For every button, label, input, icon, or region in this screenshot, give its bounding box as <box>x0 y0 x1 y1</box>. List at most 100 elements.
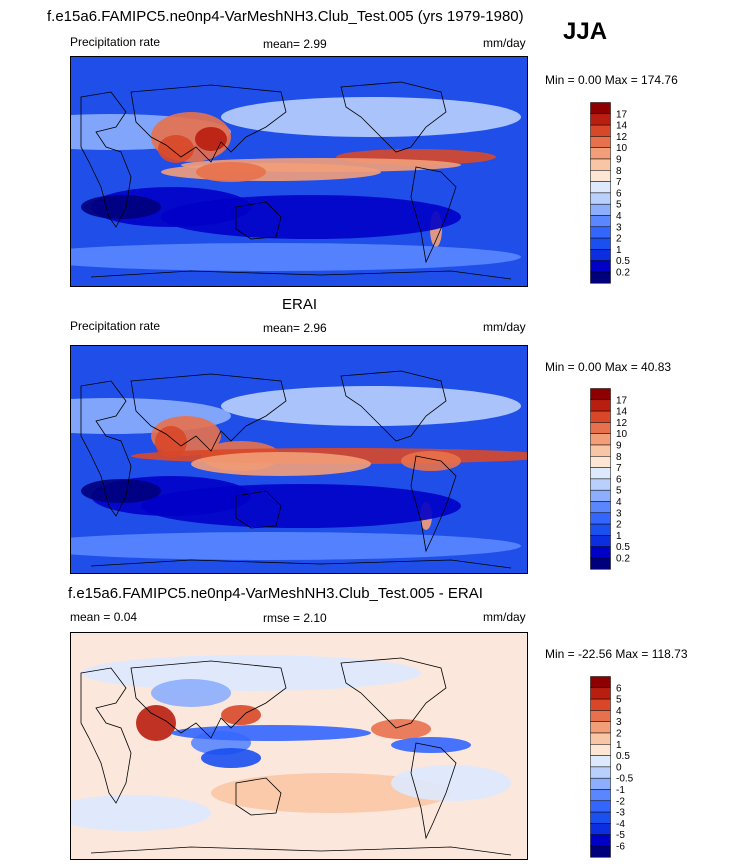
colorbar-box <box>590 410 611 423</box>
precip-region <box>71 532 521 560</box>
coastline <box>235 777 282 816</box>
colorbar-box <box>590 732 611 745</box>
colorbar-box <box>590 192 611 205</box>
colorbar-box <box>590 501 611 514</box>
precip-region <box>155 426 187 458</box>
colorbar-box <box>590 260 611 273</box>
precip-region <box>221 97 521 137</box>
colorbar-box <box>590 102 611 115</box>
colorbar-box <box>590 478 611 491</box>
precip-region <box>371 719 431 739</box>
coastline <box>130 84 287 163</box>
colorbar-tick-label: 17 <box>616 395 628 406</box>
colorbar-tick-label: 17 <box>616 109 628 120</box>
map-field-svg <box>71 57 527 286</box>
colorbar-tick-label: 8 <box>616 166 622 177</box>
colorbar-box <box>590 170 611 182</box>
panel-diff-units: mm/day <box>483 610 526 624</box>
colorbar-tick-label: -1 <box>616 785 625 796</box>
colorbar-box <box>590 823 611 835</box>
panel-model-colorbar: 17 14 12 10 9 8 7 6 5 4 3 2 1 0.5 0.2 <box>590 102 650 284</box>
colorbar-box <box>590 203 611 216</box>
colorbar-box <box>590 834 611 847</box>
colorbar-tick-label: -4 <box>616 819 625 830</box>
colorbar-box <box>590 777 611 790</box>
colorbar-tick-label: 0.5 <box>616 751 630 762</box>
coastline <box>90 846 512 856</box>
colorbar-tick-label: 0.5 <box>616 542 630 553</box>
colorbar-tick-label: 1 <box>616 531 622 542</box>
colorbar-tick-label: 9 <box>616 441 622 452</box>
panel-obs-mean: mean= 2.96 <box>263 321 327 335</box>
coastline <box>235 201 282 240</box>
colorbar-box <box>590 535 611 547</box>
coastline <box>340 370 447 442</box>
colorbar-box <box>590 399 611 412</box>
colorbar-tick-label: 6 <box>616 683 622 694</box>
panel-obs-variable: Precipitation rate <box>70 319 161 333</box>
colorbar-box <box>590 124 611 137</box>
precip-region <box>158 135 194 163</box>
panel-diff-map <box>70 632 528 860</box>
colorbar-box <box>590 766 611 779</box>
colorbar-tick-label: 6 <box>616 474 622 485</box>
colorbar-box <box>590 226 611 239</box>
colorbar-tick-label: 5 <box>616 486 622 497</box>
colorbar-box <box>590 422 611 434</box>
colorbar-tick-label: -3 <box>616 808 625 819</box>
precip-region <box>81 655 421 691</box>
panel-obs-title: ERAI <box>282 296 318 313</box>
colorbar-tick-label: 10 <box>616 143 628 154</box>
coastline <box>340 81 447 153</box>
colorbar-box <box>590 800 611 813</box>
colorbar-box <box>590 687 611 700</box>
precip-region <box>151 679 231 707</box>
colorbar-tick-label: 12 <box>616 418 628 429</box>
figure-title: f.e15a6.FAMIPC5.ne0np4-VarMeshNH3.Club_T… <box>47 8 524 25</box>
coastline <box>340 657 447 729</box>
colorbar-tick-label: 0.2 <box>616 554 630 565</box>
panel-diff-minmax: Min = -22.56 Max = 118.73 <box>545 647 688 661</box>
colorbar-tick-label: 4 <box>616 497 622 508</box>
colorbar-tick-label: 3 <box>616 222 622 233</box>
colorbar-box <box>590 444 611 457</box>
colorbar-tick-label: 4 <box>616 211 622 222</box>
colorbar-box <box>590 557 611 570</box>
precip-region <box>391 765 511 801</box>
colorbar-box <box>590 433 611 446</box>
colorbar-box <box>590 467 611 480</box>
colorbar-box <box>590 512 611 525</box>
colorbar-box <box>590 546 611 559</box>
panel-model-variable: Precipitation rate <box>70 35 161 49</box>
precip-region <box>81 195 161 219</box>
colorbar-tick-label: 3 <box>616 508 622 519</box>
coastline <box>90 559 512 569</box>
coastline <box>90 270 512 280</box>
colorbar-tick-label: 7 <box>616 177 622 188</box>
colorbar-tick-label: 2 <box>616 520 622 531</box>
colorbar-box <box>590 271 611 284</box>
colorbar-box <box>590 710 611 722</box>
panel-diff-title: f.e15a6.FAMIPC5.ne0np4-VarMeshNH3.Club_T… <box>68 585 483 602</box>
colorbar-tick-label: 0.2 <box>616 268 630 279</box>
colorbar-box <box>590 489 611 502</box>
colorbar-box <box>590 755 611 768</box>
precip-region <box>196 162 266 182</box>
colorbar-box <box>590 237 611 250</box>
coastline <box>410 166 457 264</box>
panel-model-units: mm/day <box>483 36 526 50</box>
colorbar-tick-label: 6 <box>616 188 622 199</box>
colorbar-box <box>590 215 611 228</box>
colorbar-box <box>590 721 611 734</box>
precip-region <box>195 127 227 151</box>
coastline <box>130 660 287 739</box>
colorbar-tick-label: 3 <box>616 717 622 728</box>
precip-region <box>71 243 521 271</box>
precip-region <box>201 748 261 768</box>
colorbar-tick-label: 0.5 <box>616 256 630 267</box>
colorbar-box <box>590 676 611 689</box>
precip-region <box>191 452 371 476</box>
precip-region <box>391 737 471 753</box>
